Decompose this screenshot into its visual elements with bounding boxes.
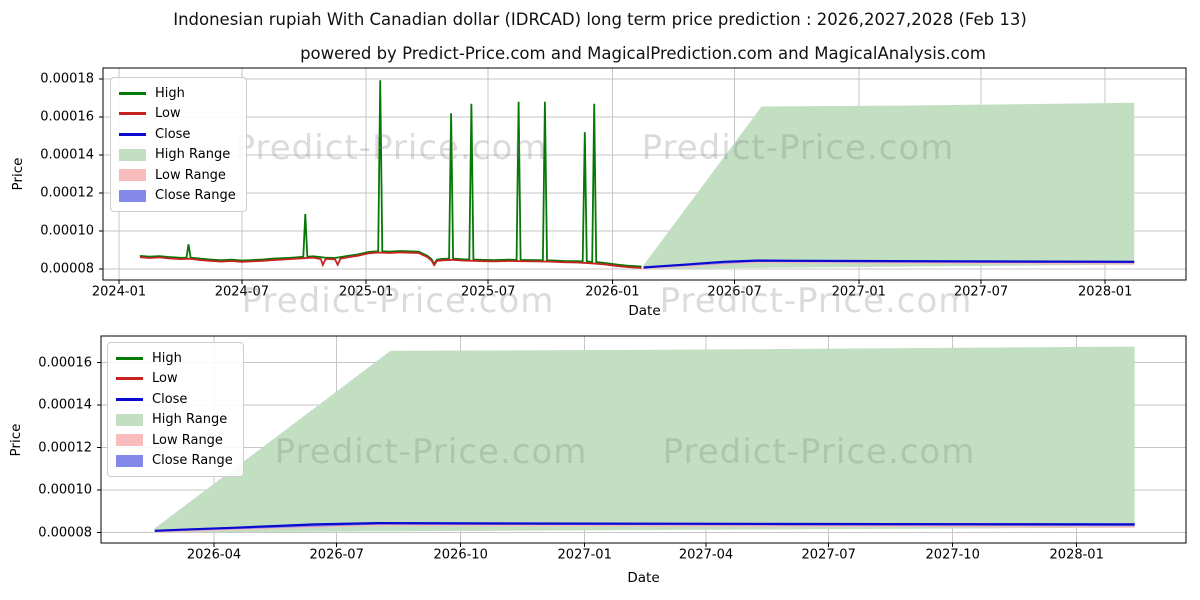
y-tick-label: 0.00014 (40, 147, 94, 163)
x-axis-label: Date (628, 303, 661, 319)
x-tick-label: 2028-01 (1078, 284, 1133, 300)
low-range-area (154, 524, 1135, 533)
legend-swatch-high (119, 91, 146, 95)
legend-row: High Range (116, 410, 233, 431)
x-tick-label: 2027-07 (801, 547, 856, 563)
y-tick-label: 0.00012 (38, 440, 92, 455)
legend-swatch-high-range (119, 148, 146, 161)
legend-row: Low (119, 104, 236, 125)
legend-label: High Range (155, 147, 231, 163)
legend-row: Close (116, 389, 233, 410)
legend-label: High Range (152, 412, 228, 428)
legend-swatch-low-range (119, 169, 146, 182)
y-tick-label: 0.00010 (38, 482, 92, 498)
y-tick-label: 0.00012 (40, 185, 94, 201)
legend-swatch-low (119, 112, 146, 116)
x-tick-label: 2024-07 (214, 284, 270, 300)
y-axis-label: Price (8, 423, 24, 457)
high-range-area (154, 346, 1135, 533)
legend-label: High (152, 350, 182, 366)
figure-subtitle: powered by Predict-Price.com and Magical… (300, 44, 986, 63)
legend-swatch-close-range (116, 454, 143, 467)
series-close-line (643, 259, 1135, 269)
legend-swatch-high (116, 356, 143, 360)
legend-row: Low Range (116, 430, 233, 451)
x-tick-label: 2026-10 (433, 547, 488, 563)
y-tick-label: 0.00018 (40, 71, 94, 87)
watermark: Predict-Price.com (234, 128, 548, 168)
axes-frame (100, 335, 1187, 544)
legend-label: Close (152, 391, 188, 407)
watermark: Predict-Price.com (274, 432, 588, 472)
series-low-line (139, 251, 642, 269)
legend-row: High Range (119, 145, 236, 166)
legend-swatch-low (116, 377, 143, 381)
y-axis-label: Price (10, 157, 26, 191)
legend-swatch-low-range (116, 434, 143, 447)
legend-row: Low (116, 369, 233, 390)
legend: High Low Close High Range Low Range Close Ran… (110, 77, 247, 212)
series-close-line (154, 521, 1135, 532)
x-tick-label: 2024-01 (91, 284, 147, 300)
x-tick-label: 2027-04 (678, 547, 734, 563)
legend-label: Low (152, 371, 178, 387)
legend-row: High (116, 348, 233, 369)
x-axis-label: Date (627, 570, 660, 586)
x-tick-label: 2026-04 (186, 547, 242, 563)
x-tick-label: 2027-07 (953, 284, 1009, 300)
high-range-area (643, 102, 1135, 269)
y-tick-label: 0.00010 (40, 223, 94, 239)
watermark: Predict-Price.com (641, 128, 955, 168)
x-tick-label: 2026-01 (585, 284, 640, 300)
watermark: Predict-Price.com (662, 432, 976, 472)
x-tick-label: 2025-07 (461, 284, 516, 300)
y-tick-label: 0.00016 (38, 355, 92, 370)
x-tick-label: 2026-07 (707, 284, 762, 300)
legend-label: Low Range (155, 167, 226, 183)
low-range-area (643, 261, 1135, 270)
legend-label: Low Range (152, 432, 223, 448)
watermark: Predict-Price.com (241, 281, 555, 321)
x-tick-label: 2028-01 (1049, 547, 1104, 563)
legend-label: Close Range (155, 188, 236, 204)
x-tick-label: 2027-10 (925, 547, 980, 563)
legend-label: High (155, 85, 185, 101)
x-tick-label: 2026-07 (309, 547, 364, 563)
legend-swatch-close (116, 397, 143, 401)
watermark: Predict-Price.com (659, 281, 973, 321)
series-high-line (139, 80, 642, 268)
legend-row: Close Range (119, 186, 236, 207)
legend-label: Low (155, 106, 181, 122)
legend-label: Close Range (152, 453, 233, 469)
y-tick-label: 0.00016 (40, 109, 94, 125)
legend-row: Close Range (116, 451, 233, 472)
legend-row: Close (119, 124, 236, 145)
figure-title: Indonesian rupiah With Canadian dollar (… (173, 10, 1027, 29)
legend-swatch-close-range (119, 189, 146, 202)
y-tick-label: 0.00008 (38, 525, 92, 540)
legend-row: High (119, 83, 236, 104)
legend-row: Low Range (119, 165, 236, 186)
y-tick-label: 0.00014 (38, 397, 92, 413)
legend: High Low Close High Range Low Range Close Ran… (107, 342, 244, 477)
x-tick-label: 2025-01 (338, 284, 394, 300)
legend-swatch-high-range (116, 413, 143, 426)
x-tick-label: 2027-01 (831, 284, 886, 300)
x-tick-label: 2027-01 (557, 547, 612, 563)
axes-frame (102, 67, 1187, 281)
legend-swatch-close (119, 132, 146, 136)
legend-label: Close (155, 126, 191, 142)
y-tick-label: 0.00008 (40, 261, 94, 277)
